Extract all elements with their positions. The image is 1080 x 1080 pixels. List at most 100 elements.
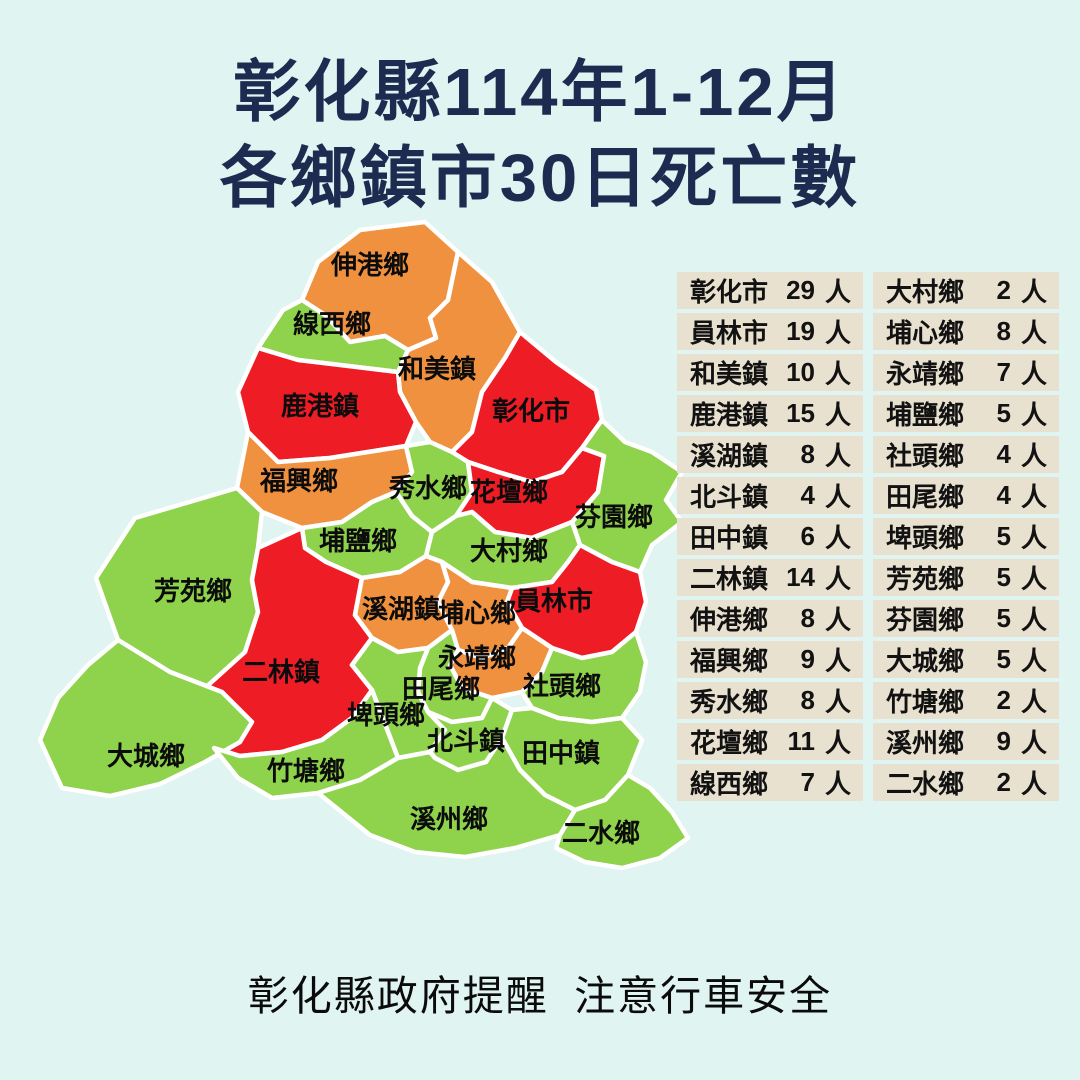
township-name: 竹塘鄉 [886, 687, 965, 717]
death-count: 5 [996, 398, 1011, 428]
map-region-label-shetou: 社頭鄉 [523, 671, 601, 701]
table-row: 社頭鄉 4 人 [873, 436, 1059, 473]
township-name: 員林市 [690, 318, 769, 348]
map-region-label-fuxing: 福興鄉 [259, 466, 338, 496]
unit-label: 人 [1020, 523, 1047, 553]
unit-label: 人 [824, 441, 851, 471]
death-count: 2 [996, 685, 1011, 715]
footer-note: 彰化縣政府提醒 注意行車安全 [247, 973, 833, 1019]
death-count: 19 [786, 316, 815, 346]
table-row: 大城鄉 5 人 [873, 641, 1059, 678]
death-count: 7 [800, 767, 815, 797]
map-region-label-puyan: 埔鹽鄉 [319, 526, 397, 556]
township-name: 大村鄉 [886, 277, 965, 307]
township-name: 彰化市 [690, 277, 769, 307]
unit-label: 人 [824, 687, 851, 717]
map-region-label-dacun: 大村鄉 [470, 536, 548, 566]
map-region-label-hemei: 和美鎮 [398, 354, 476, 384]
unit-label: 人 [1020, 564, 1047, 594]
unit-label: 人 [1020, 482, 1047, 512]
township-name: 大城鄉 [886, 646, 965, 676]
death-count: 5 [996, 603, 1011, 633]
unit-label: 人 [824, 359, 851, 389]
map-region-label-pitou: 埤頭鄉 [347, 700, 425, 730]
unit-label: 人 [824, 400, 851, 430]
map-region-label-fangyuan: 芳苑鄉 [154, 576, 232, 606]
stats-column-left: 彰化市 29 人員林市 19 人和美鎮 10 人鹿港鎮 15 人溪湖鎮 8 人北斗鎮 4 人田中鎮 6 人二… [677, 272, 863, 801]
table-row: 芬園鄉 5 人 [873, 600, 1059, 637]
table-row: 埤頭鄉 5 人 [873, 518, 1059, 555]
death-count: 29 [786, 275, 815, 305]
unit-label: 人 [824, 728, 851, 758]
unit-label: 人 [824, 523, 851, 553]
unit-label: 人 [824, 564, 851, 594]
map-region-label-xiushui: 秀水鄉 [388, 473, 467, 503]
death-count: 4 [996, 480, 1011, 510]
death-count: 7 [996, 357, 1011, 387]
unit-label: 人 [824, 482, 851, 512]
township-name: 社頭鄉 [886, 441, 965, 471]
stats-column-right: 大村鄉 2 人埔心鄉 8 人永靖鄉 7 人埔鹽鄉 5 人社頭鄉 4 人田尾鄉 4 人埤頭鄉 5 人芳苑鄉 5 人… [873, 272, 1059, 801]
township-name: 埤頭鄉 [886, 523, 965, 553]
unit-label: 人 [1020, 605, 1047, 635]
unit-label: 人 [824, 318, 851, 348]
death-count: 8 [800, 603, 815, 633]
death-count: 9 [996, 726, 1011, 756]
township-name: 和美鎮 [690, 359, 769, 389]
table-row: 埔鹽鄉 5 人 [873, 395, 1059, 432]
table-row: 二水鄉 2 人 [873, 764, 1059, 801]
table-row: 秀水鄉 8 人 [677, 682, 863, 719]
township-name: 芬園鄉 [886, 605, 965, 635]
death-count: 11 [787, 726, 815, 756]
death-count: 8 [800, 439, 815, 469]
unit-label: 人 [1020, 359, 1047, 389]
unit-label: 人 [1020, 687, 1047, 717]
unit-label: 人 [824, 769, 851, 799]
death-count: 5 [996, 521, 1011, 551]
township-name: 線西鄉 [690, 769, 769, 799]
map-region-label-yongjing: 永靖鄉 [438, 643, 516, 673]
township-name: 埔鹽鄉 [886, 400, 965, 430]
map-region-fenyuan [569, 417, 685, 575]
unit-label: 人 [824, 605, 851, 635]
map-region-label-yuanlin: 員林市 [515, 586, 593, 616]
table-row: 彰化市 29 人 [677, 272, 863, 309]
table-row: 和美鎮 10 人 [677, 354, 863, 391]
table-row: 永靖鄉 7 人 [873, 354, 1059, 391]
township-name: 伸港鄉 [690, 605, 769, 635]
table-row: 竹塘鄉 2 人 [873, 682, 1059, 719]
unit-label: 人 [1020, 318, 1047, 348]
township-name: 花壇鄉 [690, 728, 769, 758]
map-region-ershui [553, 772, 691, 871]
map-region-label-ershui: 二水鄉 [562, 818, 640, 848]
map-region-label-shengang: 伸港鄉 [330, 250, 409, 280]
title-line-2: 各鄉鎮市30日死亡數 [219, 141, 861, 216]
table-row: 伸港鄉 8 人 [677, 600, 863, 637]
map-region-label-xizhou: 溪州鄉 [410, 804, 488, 834]
map-region-label-xianxi: 線西鄉 [293, 309, 371, 339]
death-count: 4 [800, 480, 815, 510]
table-row: 北斗鎮 4 人 [677, 477, 863, 514]
map-region-label-fenyuan: 芬園鄉 [575, 502, 653, 532]
death-count: 4 [996, 439, 1011, 469]
unit-label: 人 [1020, 646, 1047, 676]
township-name: 田中鎮 [690, 523, 769, 553]
map-region-label-lukang: 鹿港鎮 [281, 391, 359, 421]
township-name: 二林鎮 [690, 564, 769, 594]
township-name: 二水鄉 [886, 769, 965, 799]
township-name: 福興鄉 [690, 646, 769, 676]
table-row: 線西鄉 7 人 [677, 764, 863, 801]
death-count: 15 [786, 398, 815, 428]
unit-label: 人 [1020, 400, 1047, 430]
map-region-zhutang [211, 687, 401, 801]
unit-label: 人 [1020, 728, 1047, 758]
title-line-1: 彰化縣114年1-12月 [233, 55, 847, 130]
table-row: 鹿港鎮 15 人 [677, 395, 863, 432]
death-count: 2 [996, 275, 1011, 305]
death-count: 9 [800, 644, 815, 674]
township-name: 芳苑鄉 [886, 564, 965, 594]
township-name: 永靖鄉 [886, 359, 965, 389]
unit-label: 人 [1020, 441, 1047, 471]
